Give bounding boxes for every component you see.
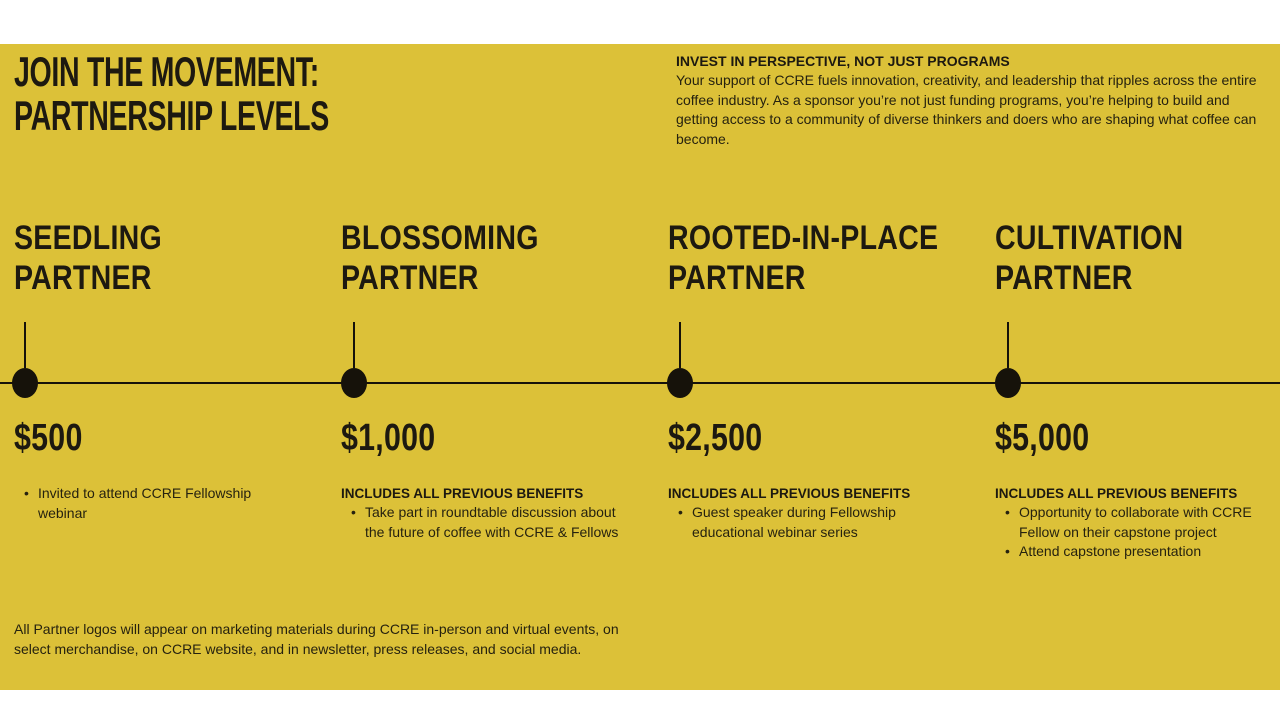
tier-benefits: INCLUDES ALL PREVIOUS BENEFITS Take part…: [341, 484, 629, 542]
tier-name-line2: PARTNER: [341, 259, 479, 297]
tier-price: $2,500: [668, 417, 763, 459]
timeline-dot: [12, 368, 38, 398]
tier-name-line1: CULTIVATION: [995, 219, 1184, 257]
includes-note: INCLUDES ALL PREVIOUS BENEFITS: [668, 486, 911, 501]
tier-price: $5,000: [995, 417, 1090, 459]
timeline-dot: [341, 368, 367, 398]
timeline-dot: [667, 368, 693, 398]
includes-note: INCLUDES ALL PREVIOUS BENEFITS: [995, 486, 1238, 501]
tier-name-line2: PARTNER: [995, 259, 1133, 297]
tier-name-line1: ROOTED-IN-PLACE: [668, 219, 939, 257]
timeline-line: [0, 382, 1280, 384]
intro-section: INVEST IN PERSPECTIVE, NOT JUST PROGRAMS…: [676, 52, 1258, 149]
benefit-list: Guest speaker during Fellowship educatio…: [668, 503, 956, 542]
footer-note: All Partner logos will appear on marketi…: [14, 621, 619, 657]
tier-name-line2: PARTNER: [668, 259, 806, 297]
tier-rooted-in-place: ROOTED-IN-PLACE PARTNER $2,500 INCLUDES A…: [668, 218, 983, 600]
intro-body: Your support of CCRE fuels innovation, c…: [676, 72, 1257, 147]
tier-name: BLOSSOMING PARTNER: [341, 218, 576, 298]
tier-name-line1: BLOSSOMING: [341, 219, 539, 257]
tier-name: CULTIVATION PARTNER: [995, 218, 1219, 298]
page-title: JOIN THE MOVEMENT: PARTNERSHIP LEVELS: [14, 50, 477, 138]
tier-benefits: INCLUDES ALL PREVIOUS BENEFITS Opportuni…: [995, 484, 1280, 562]
benefit-item: Guest speaker during Fellowship educatio…: [668, 503, 956, 542]
intro-heading: INVEST IN PERSPECTIVE, NOT JUST PROGRAMS: [676, 53, 1010, 69]
includes-note: INCLUDES ALL PREVIOUS BENEFITS: [341, 486, 584, 501]
benefit-list: Opportunity to collaborate with CCRE Fel…: [995, 503, 1280, 562]
tier-name-line2: PARTNER: [14, 259, 152, 297]
timeline-stem: [353, 322, 355, 368]
timeline-stem: [679, 322, 681, 368]
benefit-item: Attend capstone presentation: [995, 542, 1280, 562]
timeline-dot: [995, 368, 1021, 398]
benefit-item: Invited to attend CCRE Fellowship webina…: [14, 484, 302, 523]
tier-name: ROOTED-IN-PLACE PARTNER: [668, 218, 990, 298]
page-title-line1: JOIN THE MOVEMENT:: [14, 48, 319, 95]
tier-price: $500: [14, 417, 83, 459]
tier-name-line1: SEEDLING: [14, 219, 163, 257]
timeline-stem: [24, 322, 26, 368]
benefit-item: Take part in roundtable discussion about…: [341, 503, 629, 542]
tier-cultivation: CULTIVATION PARTNER $5,000 INCLUDES ALL P…: [995, 218, 1280, 600]
benefit-list: Invited to attend CCRE Fellowship webina…: [14, 484, 302, 523]
slide-background-band: [0, 44, 1280, 690]
benefit-item: Opportunity to collaborate with CCRE Fel…: [995, 503, 1280, 542]
tier-benefits: INCLUDES ALL PREVIOUS BENEFITS Guest spe…: [668, 484, 956, 542]
tier-price: $1,000: [341, 417, 436, 459]
tier-name: SEEDLING PARTNER: [14, 218, 190, 298]
page-title-line2: PARTNERSHIP LEVELS: [14, 92, 329, 139]
benefit-list: Take part in roundtable discussion about…: [341, 503, 629, 542]
timeline-stem: [1007, 322, 1009, 368]
tier-blossoming: BLOSSOMING PARTNER $1,000 INCLUDES ALL PR…: [341, 218, 656, 600]
tier-benefits: Invited to attend CCRE Fellowship webina…: [14, 484, 302, 523]
